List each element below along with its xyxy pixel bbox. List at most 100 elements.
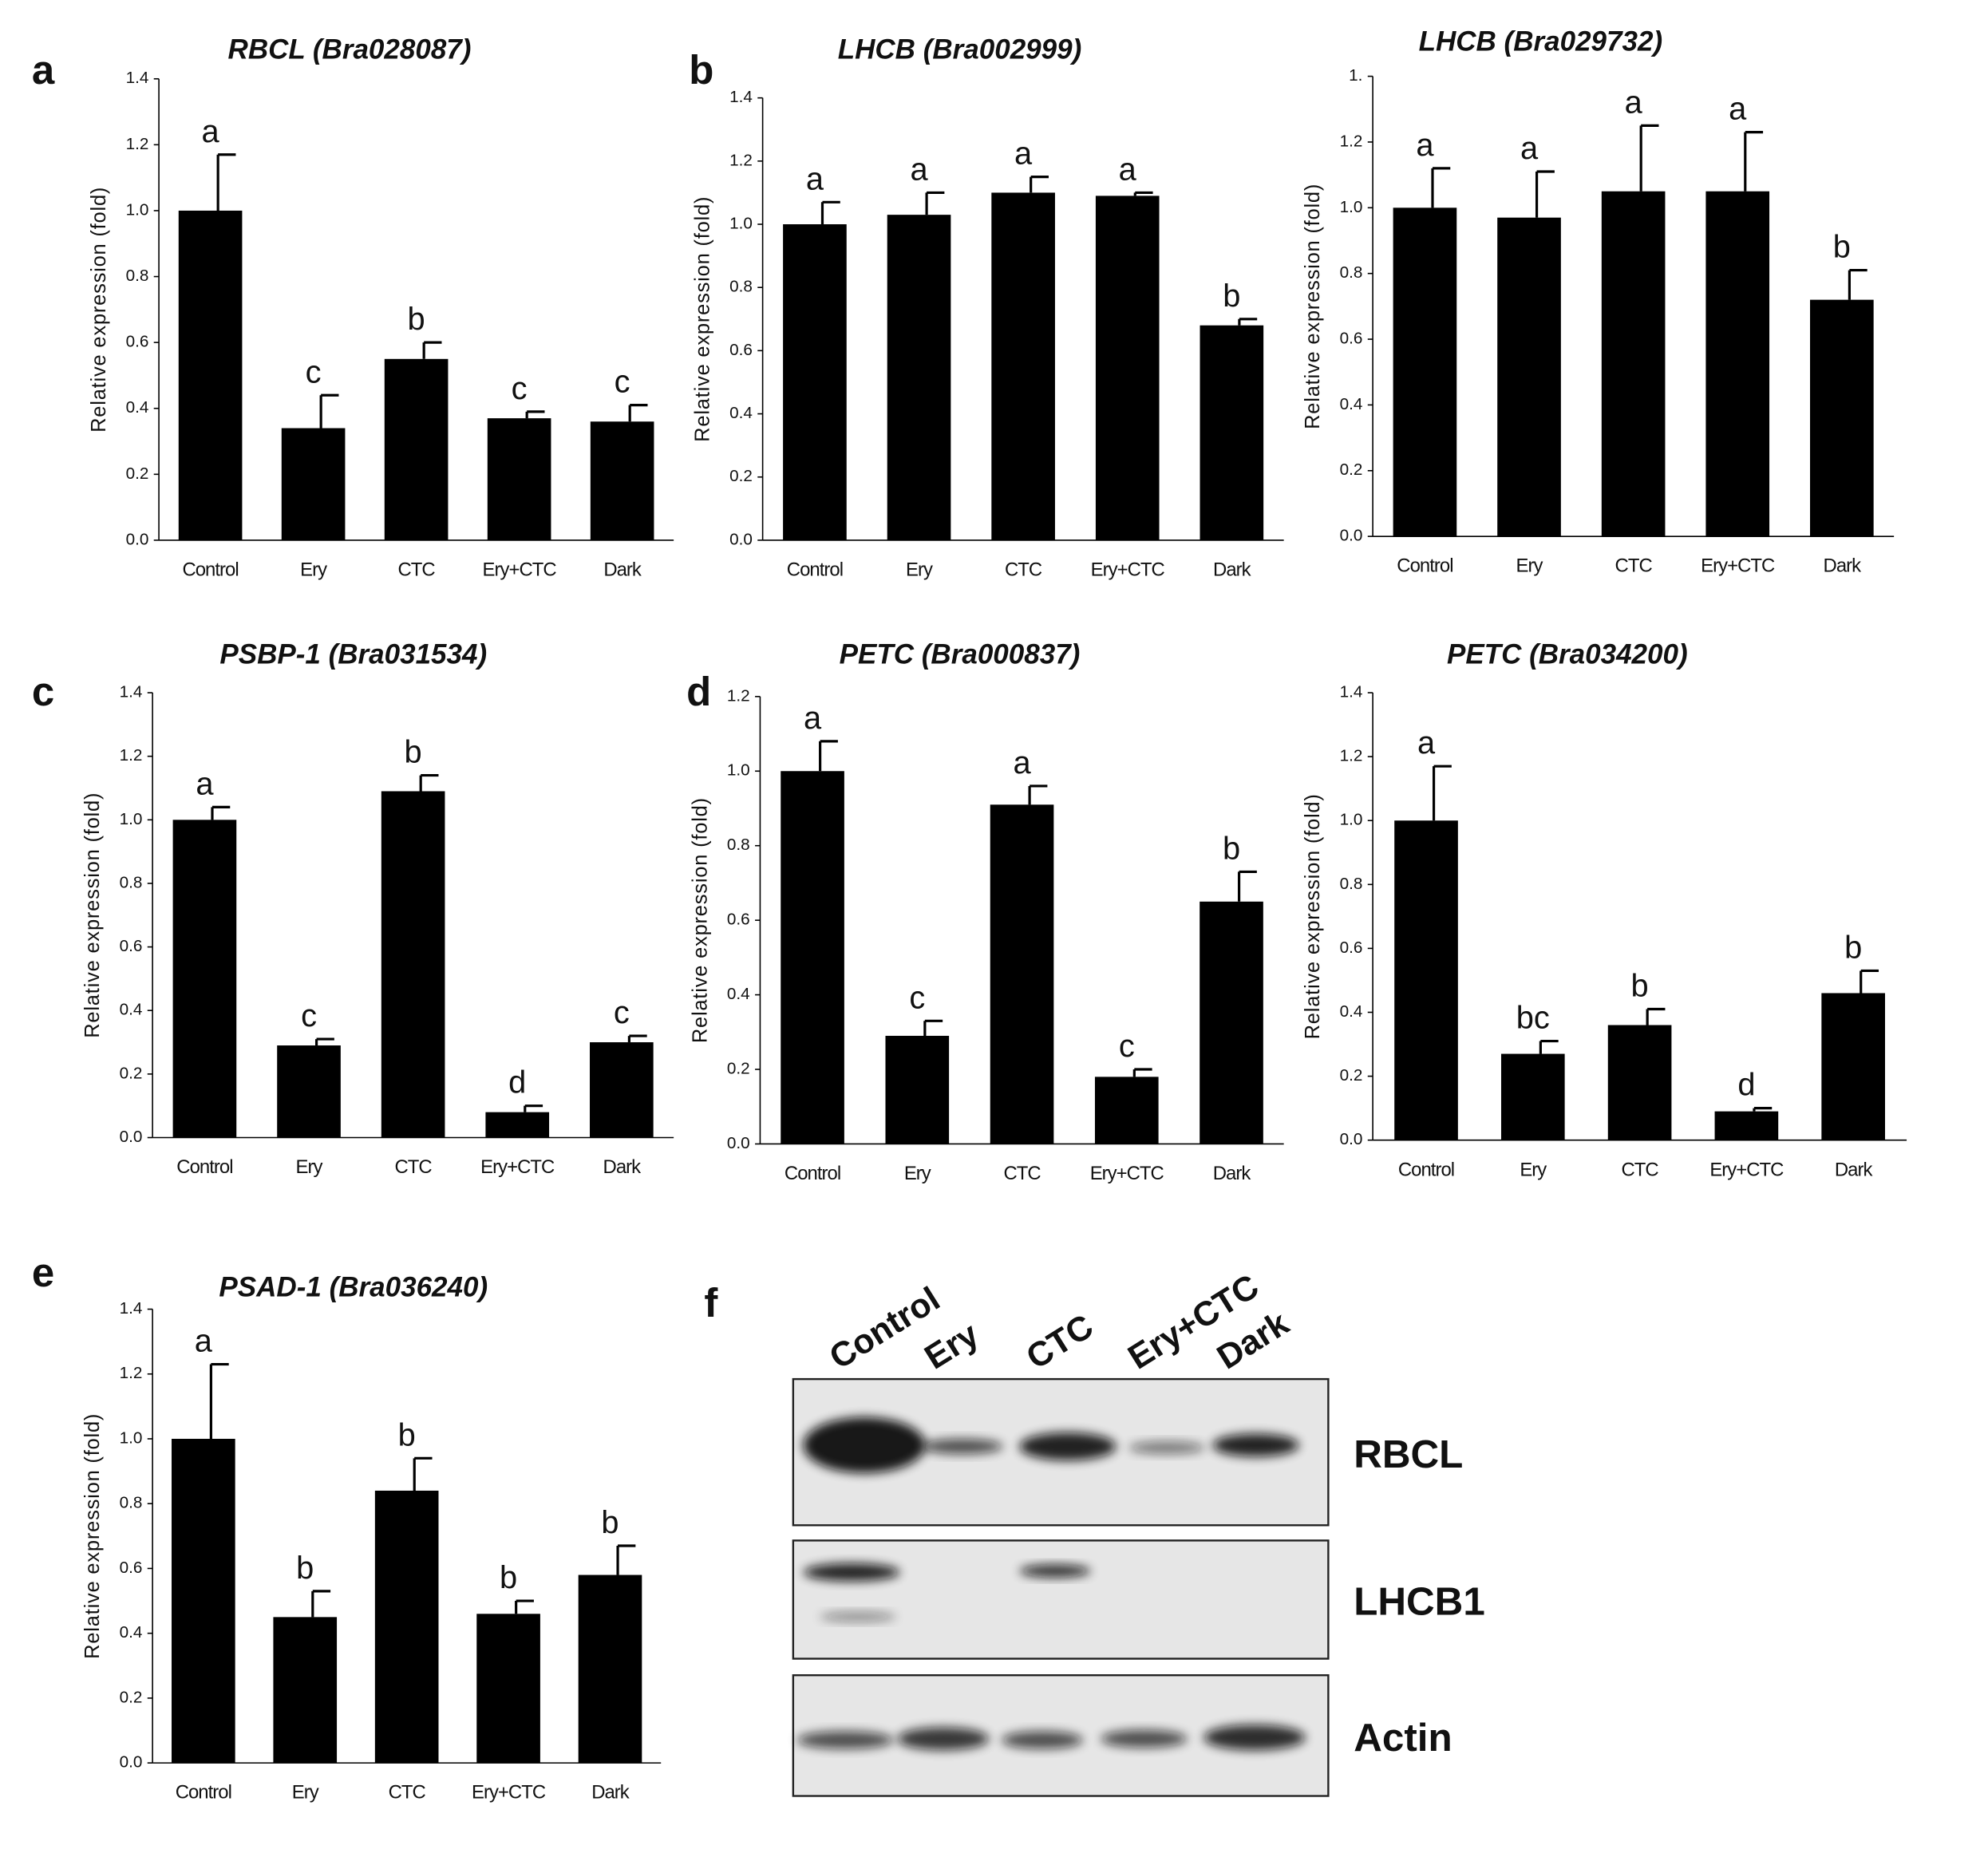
- significance-letter: a: [1417, 725, 1436, 761]
- error-bar: [1539, 1039, 1559, 1054]
- bar: [590, 1042, 654, 1138]
- chart-title: RBCL (Bra028087): [228, 34, 472, 65]
- error-bar: [925, 191, 945, 215]
- x-tick-label: Control: [182, 559, 238, 581]
- bar: [172, 820, 237, 1138]
- y-tick-label: 0.6: [727, 911, 750, 929]
- bar: [1821, 993, 1885, 1140]
- y-tick-label: 0.0: [729, 530, 753, 548]
- significance-letter: b: [408, 302, 425, 337]
- y-tick-label: 1.0: [727, 761, 750, 780]
- bar: [487, 418, 551, 540]
- row-label: LHCB1: [1354, 1580, 1485, 1624]
- significance-letter: a: [804, 701, 822, 736]
- error-bar: [1744, 131, 1764, 192]
- blot-band: [1101, 1729, 1188, 1748]
- bar: [485, 1112, 550, 1138]
- x-tick-label: Ery+CTC: [480, 1156, 555, 1178]
- bar: [178, 210, 243, 540]
- y-tick-label: 0.0: [1340, 1130, 1363, 1148]
- error-bar: [616, 1544, 636, 1575]
- error-bar: [314, 1037, 334, 1046]
- bar: [1601, 191, 1666, 537]
- error-bar: [1028, 784, 1048, 805]
- y-tick-label: 0.2: [1340, 1066, 1363, 1085]
- y-axis-label: Relative expression (fold): [81, 1413, 104, 1659]
- y-tick-label: 0.6: [126, 333, 149, 351]
- y-tick-label: 1.0: [729, 214, 753, 232]
- blot-band: [1019, 1432, 1117, 1461]
- y-tick-label: 1.0: [1340, 811, 1363, 829]
- bar: [991, 192, 1055, 540]
- panel-label: e: [32, 1250, 54, 1295]
- y-tick-label: 1.4: [729, 88, 753, 106]
- significance-letter: c: [512, 371, 528, 406]
- bar: [781, 771, 844, 1144]
- x-tick-label: Ery: [1516, 555, 1543, 577]
- y-tick-label: 0.8: [120, 873, 143, 891]
- y-tick-label: 1.2: [126, 135, 149, 153]
- error-bar: [627, 1034, 647, 1043]
- y-axis-label: Relative expression (fold): [1302, 184, 1324, 429]
- y-tick-label: 1.4: [120, 683, 143, 701]
- x-tick-label: Control: [176, 1782, 231, 1804]
- x-tick-label: CTC: [398, 559, 436, 581]
- x-tick-label: Dark: [1824, 555, 1862, 577]
- significance-letter: a: [1013, 745, 1031, 780]
- error-bar: [524, 1104, 543, 1112]
- significance-letter: a: [195, 1324, 213, 1359]
- row-label: Actin: [1354, 1716, 1452, 1760]
- x-tick-label: CTC: [1615, 555, 1653, 577]
- y-tick-label: 1.: [1349, 66, 1362, 85]
- y-tick-label: 1.4: [126, 69, 149, 87]
- y-tick-label: 0.2: [727, 1059, 750, 1077]
- y-tick-label: 0.6: [120, 937, 143, 955]
- y-tick-label: 1.2: [1340, 747, 1363, 765]
- x-tick-label: Control: [787, 559, 843, 581]
- blot-band: [803, 1563, 900, 1582]
- y-axis-label: Relative expression (fold): [81, 792, 104, 1038]
- y-tick-label: 0.0: [120, 1753, 143, 1772]
- significance-letter: c: [909, 980, 925, 1015]
- bar: [1095, 196, 1160, 540]
- significance-letter: a: [806, 161, 824, 196]
- y-tick-label: 0.6: [120, 1559, 143, 1577]
- blot-frame: [792, 1539, 1330, 1660]
- error-bar: [923, 1019, 943, 1036]
- bar: [1714, 1111, 1779, 1140]
- x-tick-label: CTC: [1621, 1159, 1658, 1180]
- x-tick-label: CTC: [389, 1782, 426, 1804]
- blot-band: [803, 1416, 926, 1473]
- significance-letter: b: [601, 1505, 619, 1540]
- y-tick-label: 0.4: [1340, 1002, 1363, 1021]
- y-tick-label: 0.2: [1340, 460, 1363, 479]
- x-tick-label: Ery: [904, 1163, 931, 1184]
- y-axis-label: Relative expression (fold): [88, 187, 110, 433]
- x-tick-label: Dark: [1213, 1163, 1251, 1184]
- chart-title: LHCB (Bra029732): [1419, 26, 1663, 57]
- y-tick-label: 0.2: [126, 464, 149, 483]
- significance-letter: d: [508, 1065, 526, 1100]
- bar: [476, 1614, 540, 1764]
- chart-title: PSBP-1 (Bra031534): [219, 638, 487, 670]
- bar: [374, 1490, 439, 1764]
- panel-label: d: [686, 669, 711, 714]
- significance-letter: bc: [1516, 1001, 1550, 1036]
- significance-letter: a: [1014, 136, 1033, 172]
- error-bar: [628, 404, 648, 422]
- significance-letter: a: [1416, 128, 1434, 163]
- y-tick-label: 0.0: [1340, 527, 1363, 545]
- y-tick-label: 0.4: [727, 985, 750, 1003]
- bar: [281, 428, 346, 540]
- x-tick-label: Ery+CTC: [472, 1782, 546, 1804]
- significance-letter: c: [306, 354, 322, 389]
- bar: [1705, 191, 1770, 537]
- significance-letter: a: [1625, 85, 1643, 120]
- significance-letter: c: [614, 995, 630, 1030]
- panel-label: a: [32, 47, 55, 93]
- chart-title: PSAD-1 (Bra036240): [219, 1272, 488, 1303]
- y-tick-label: 0.0: [120, 1128, 143, 1146]
- blot-band: [820, 1611, 896, 1622]
- x-tick-label: Ery: [1520, 1159, 1547, 1180]
